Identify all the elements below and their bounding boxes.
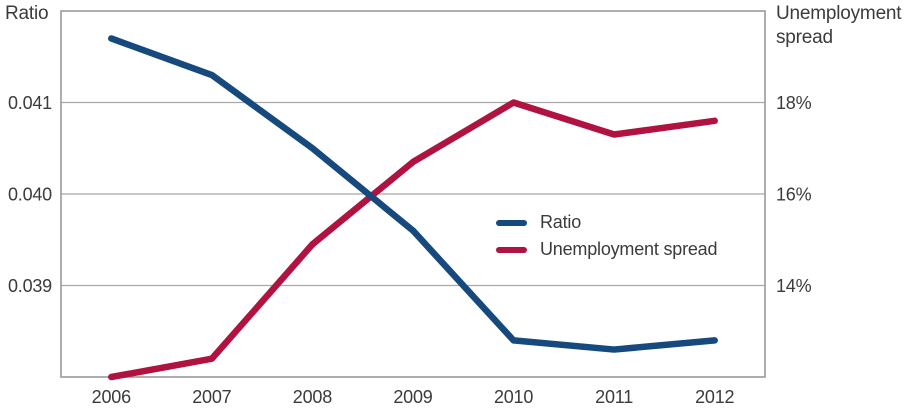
x-axis-tick-label: 2008 — [293, 387, 332, 407]
right-axis-tick-label: 16% — [776, 185, 812, 205]
right-axis-title: Unemployment spread — [776, 3, 902, 49]
x-axis-tick-label: 2006 — [92, 387, 131, 407]
x-axis-tick-label: 2009 — [393, 387, 432, 407]
series-line-unemployment-spread — [108, 99, 718, 381]
legend-item-ratio: Ratio — [496, 209, 717, 236]
x-axis-tick-label: 2010 — [494, 387, 533, 407]
left-axis-title: Ratio — [5, 3, 49, 24]
x-axis-tick-label: 2011 — [595, 387, 633, 407]
ratio-line-swatch — [496, 219, 527, 226]
left-axis-tick-label: 0.040 — [8, 185, 52, 205]
legend-label-ratio: Ratio — [540, 212, 582, 232]
right-axis-tick-label: 14% — [776, 276, 812, 296]
left-axis-tick-label: 0.039 — [8, 276, 52, 296]
right-axis-tick-label: 18% — [776, 93, 812, 113]
x-axis-tick-label: 2007 — [192, 387, 231, 407]
unemployment-spread-line-swatch — [496, 246, 527, 253]
legend-item-unemployment-spread: Unemployment spread — [496, 236, 717, 263]
plot-border — [60, 10, 766, 378]
x-axis-tick-label: 2012 — [695, 387, 734, 407]
legend-label-unemployment-spread: Unemployment spread — [540, 239, 718, 259]
series-line-ratio — [108, 35, 718, 353]
legend: Ratio Unemployment spread — [496, 209, 717, 263]
left-axis-tick-label: 0.041 — [8, 93, 52, 113]
